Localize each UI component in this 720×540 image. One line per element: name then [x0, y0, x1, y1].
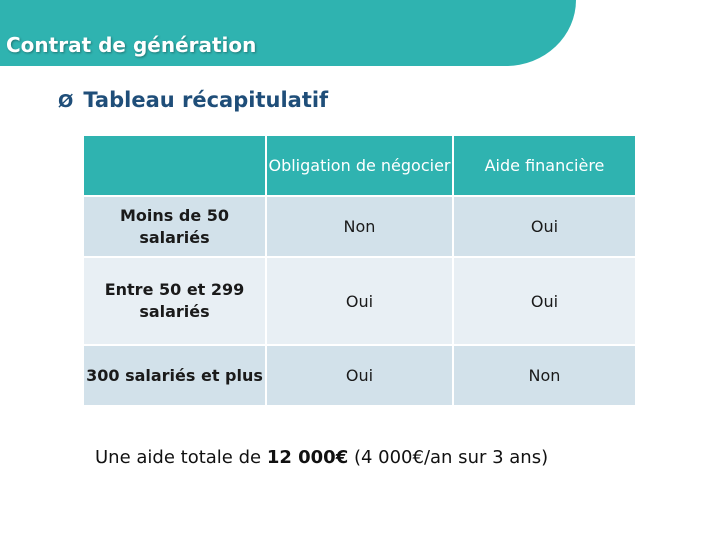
table-row: 300 salariés et plus Oui Non — [84, 346, 635, 405]
row-label: Entre 50 et 299 salariés — [84, 258, 265, 344]
row-label: Moins de 50 salariés — [84, 197, 265, 256]
footnote: Une aide totale de 12 000€ (4 000€/an su… — [95, 447, 548, 468]
summary-table: Obligation de négocier Aide financière M… — [82, 134, 637, 407]
footnote-prefix: Une aide totale de — [95, 447, 267, 468]
aide-cell: Oui — [454, 197, 635, 256]
arrow-bullet-icon: Ø — [58, 91, 74, 112]
aide-cell: Oui — [454, 258, 635, 344]
aide-cell: Non — [454, 346, 635, 405]
table-row: Moins de 50 salariés Non Oui — [84, 197, 635, 256]
column-header-obligation: Obligation de négocier — [267, 136, 452, 195]
column-header-aide: Aide financière — [454, 136, 635, 195]
header-corner-cell — [84, 136, 265, 195]
header-band — [0, 0, 576, 66]
footnote-amount: 12 000€ — [266, 447, 349, 468]
section-title: Tableau récapitulatif — [83, 88, 329, 112]
table-header-row: Obligation de négocier Aide financière — [84, 136, 635, 195]
section-heading: Ø Tableau récapitulatif — [58, 88, 328, 112]
obligation-cell: Oui — [267, 258, 452, 344]
obligation-cell: Non — [267, 197, 452, 256]
slide-title: Contrat de génération — [6, 33, 257, 57]
footnote-suffix: (4 000€/an sur 3 ans) — [348, 447, 549, 468]
table-row: Entre 50 et 299 salariés Oui Oui — [84, 258, 635, 344]
row-label: 300 salariés et plus — [84, 346, 265, 405]
obligation-cell: Oui — [267, 346, 452, 405]
